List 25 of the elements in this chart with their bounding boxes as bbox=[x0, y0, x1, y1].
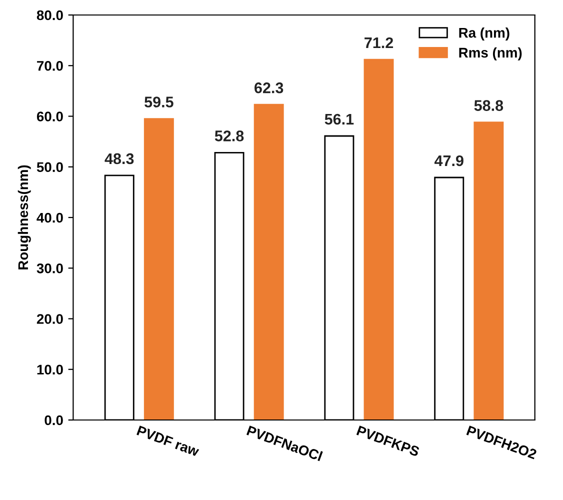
data-label: 59.5 bbox=[144, 96, 174, 108]
y-tick-label: 50.0 bbox=[36, 162, 63, 172]
data-label: 58.8 bbox=[474, 100, 504, 111]
y-tick-label: 0.0 bbox=[44, 415, 63, 426]
y-tick-label: 10.0 bbox=[37, 364, 63, 375]
y-tick-label: 30.0 bbox=[36, 263, 63, 274]
bar bbox=[474, 122, 504, 420]
legend-label: Ra (nm) bbox=[459, 28, 510, 40]
legend-label: Rms (nm) bbox=[459, 47, 522, 60]
x-tick-label: PVDF raw bbox=[136, 426, 200, 457]
bar bbox=[144, 118, 174, 420]
data-label: 47.9 bbox=[434, 155, 464, 166]
data-label: 52.8 bbox=[214, 130, 244, 142]
y-tick-label: 60.0 bbox=[36, 112, 63, 122]
data-label: 62.3 bbox=[254, 82, 284, 94]
bar bbox=[254, 104, 284, 420]
y-tick-label: 40.0 bbox=[36, 212, 63, 223]
data-label: 56.1 bbox=[324, 114, 354, 125]
y-tick-label: 70.0 bbox=[37, 60, 63, 71]
data-label: 48.3 bbox=[104, 153, 134, 164]
bar bbox=[364, 58, 394, 420]
y-axis-title: Roughness(nm) bbox=[18, 165, 31, 270]
y-tick-label: 20.0 bbox=[36, 314, 63, 324]
data-label: 71.2 bbox=[364, 37, 394, 48]
y-tick-label: 80.0 bbox=[36, 10, 63, 20]
